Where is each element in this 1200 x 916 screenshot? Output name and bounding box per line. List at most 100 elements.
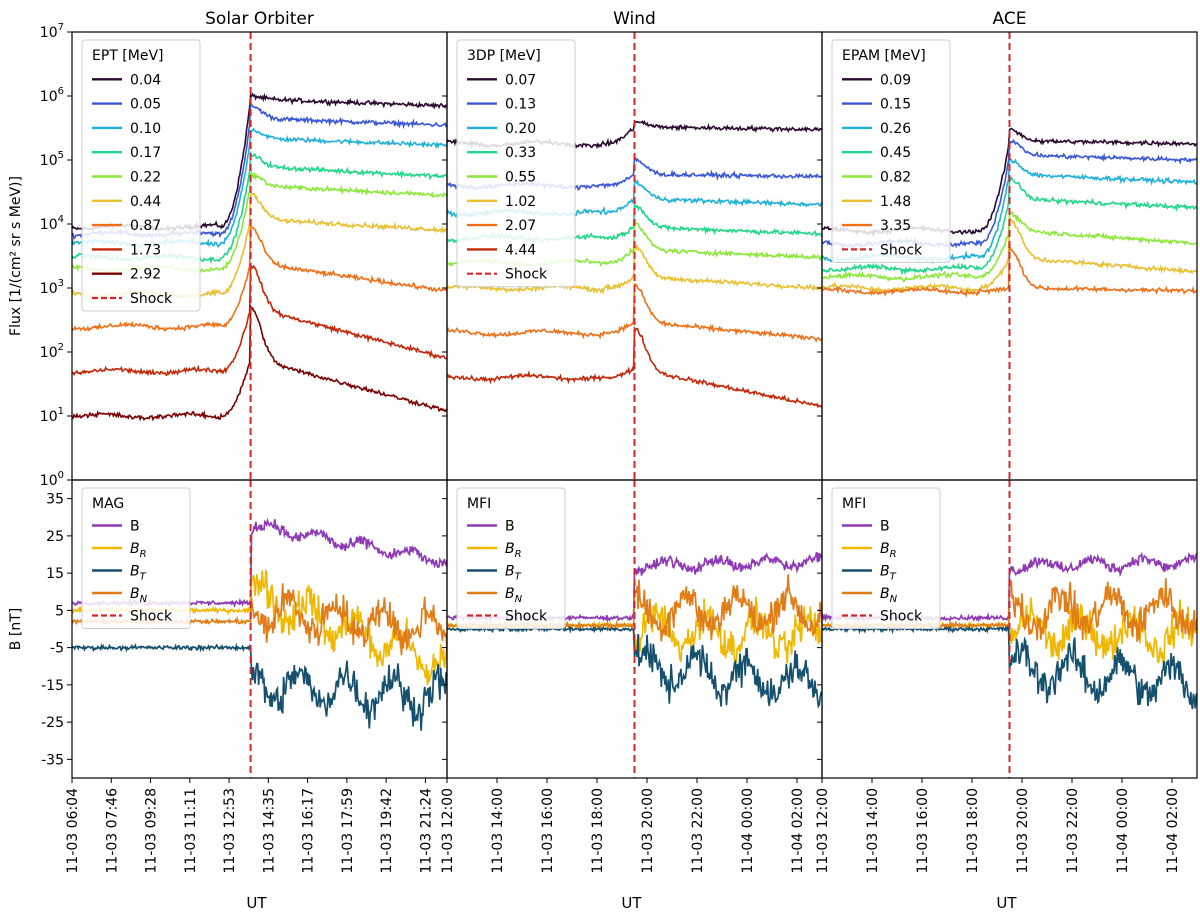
legend-entry: 0.09 [880,72,911,88]
legend-entry-subscript: N [140,594,148,605]
legend-box [831,39,951,263]
legend-entry: 4.44 [505,242,536,258]
x-tick-label: 11-03 17:59 [340,788,356,873]
y-tick-label: 35 [46,492,64,508]
legend-title: 3DP [MeV] [467,48,541,64]
legend-entry: 2.07 [505,218,536,234]
legend-entry: 0.20 [505,121,536,137]
flux-line-1.73 [72,262,447,377]
legend-entry-base: B [880,586,890,602]
x-tick-label: 11-04 02:00 [790,788,806,873]
legend-shock-entry: Shock [130,609,173,625]
x-tick-label: 11-03 12:53 [222,788,238,873]
legend-entry: 1.02 [505,194,536,210]
x-axis-label: UT [996,894,1017,912]
legend-entry: 0.07 [505,72,536,88]
y-tick-label: 102 [40,342,64,361]
legend-entry: B [880,519,890,535]
legend-shock-entry: Shock [880,242,923,258]
x-tick-label: 11-03 12:00 [440,788,456,873]
legend-entry: 3.35 [880,218,911,234]
legend-title: MFI [467,496,491,512]
panel-title: ACE [993,9,1027,29]
legend-entry: 0.04 [130,72,161,88]
legend-entry-base: B [880,564,890,580]
legend-shock-entry: Shock [130,291,173,307]
y-tick-label: 103 [40,278,64,297]
legend-entry: 0.44 [130,194,161,210]
field-panel-bottom-right: 11-03 12:00 11-03 14:00 11-03 16:00 11-03 1… [815,479,1198,912]
legend-entry: BT [130,564,147,583]
legend-entry-subscript: N [890,594,898,605]
y-tick-exponent: 0 [58,470,64,481]
y-axis-label: Flux [1/(cm² sr s MeV)] [8,176,24,336]
flux-line-0.87 [72,225,447,332]
panel-title: Wind [613,9,656,29]
legend-entry: 0.17 [130,145,161,161]
y-tick-exponent: 3 [58,278,64,289]
x-tick-label: 11-03 16:17 [301,788,317,873]
legend-entry-subscript: T [140,572,147,583]
x-tick-label: 11-03 09:28 [144,788,160,873]
field-panel-bottom-middle: 11-03 12:00 11-03 14:00 11-03 16:00 11-03 1… [440,479,823,912]
legend-entry: BN [505,586,523,605]
x-tick-label: 11-03 07:46 [104,788,120,874]
legend-title: EPT [MeV] [92,48,163,64]
legend-entry-base: B [505,586,515,602]
y-tick-exponent: 1 [58,406,64,417]
legend-entry-base: B [130,586,140,602]
legend-entry: 0.33 [505,145,536,161]
y-tick-label: 105 [40,150,64,169]
x-tick-label: 11-03 18:00 [590,788,606,873]
y-tick-label: -25 [41,715,64,731]
legend-entry-base: B [505,564,515,580]
legend-entry-subscript: R [140,549,147,560]
legend-entry: 0.55 [505,170,536,186]
x-tick-label: 11-03 18:00 [965,788,981,873]
x-tick-label: 11-03 19:42 [379,788,395,873]
legend-shock-entry: Shock [505,267,548,283]
flux-line-3.35 [822,246,1197,298]
flux-line-2.92 [72,303,447,422]
legend-entry-subscript: R [515,549,522,560]
x-tick-label: 11-04 00:00 [740,788,756,873]
x-tick-label: 11-03 20:00 [1015,788,1031,873]
y-tick-exponent: 7 [58,22,64,33]
legend-title: EPAM [MeV] [842,48,926,64]
y-tick-label: 107 [40,22,64,41]
y-tick-exponent: 4 [58,214,64,225]
legend-entry: BN [130,586,148,605]
x-tick-label: 11-03 20:00 [640,788,656,873]
flux-line-4.44 [447,325,822,409]
flux-panel-top-right: ACE EPAM [MeV] 0.09 0.15 0.26 0.45 0.82 1.48 3.3… [817,9,1198,481]
legend-entry: 1.48 [880,194,911,210]
y-tick-exponent: 5 [58,150,64,161]
flux-panel-top-middle: Wind 3DP [MeV] 0.07 0.13 0.20 0.33 0.55 1.02 2.0… [442,9,823,481]
flux-line-2.07 [447,283,822,343]
panel-frame [821,479,1198,779]
legend-entry: BR [130,541,147,560]
legend-entry: BR [880,541,897,560]
x-tick-label: 11-03 21:24 [418,788,434,874]
y-tick-label: 25 [46,529,64,545]
legend-entry-subscript: R [890,549,897,560]
y-tick-label: -35 [41,752,64,768]
legend-entry-base: B [505,541,515,557]
legend-box [81,39,201,312]
legend-entry: 0.13 [505,97,536,113]
y-tick-label: 5 [55,603,64,619]
legend-entry: BT [880,564,897,583]
y-tick-exponent: 2 [58,342,64,353]
x-tick-label: 11-03 06:04 [65,788,81,874]
x-tick-label: 11-03 12:00 [815,788,831,873]
x-tick-label: 11-03 22:00 [1065,788,1081,873]
legend-entry: B [505,519,515,535]
legend-entry: 0.26 [880,121,911,137]
y-tick-label: -5 [50,641,64,657]
legend-entry: BN [880,586,898,605]
legend-entry: 0.45 [880,145,911,161]
legend-title: MFI [842,496,866,512]
legend-shock-entry: Shock [880,609,923,625]
legend-entry: 0.10 [130,121,161,137]
